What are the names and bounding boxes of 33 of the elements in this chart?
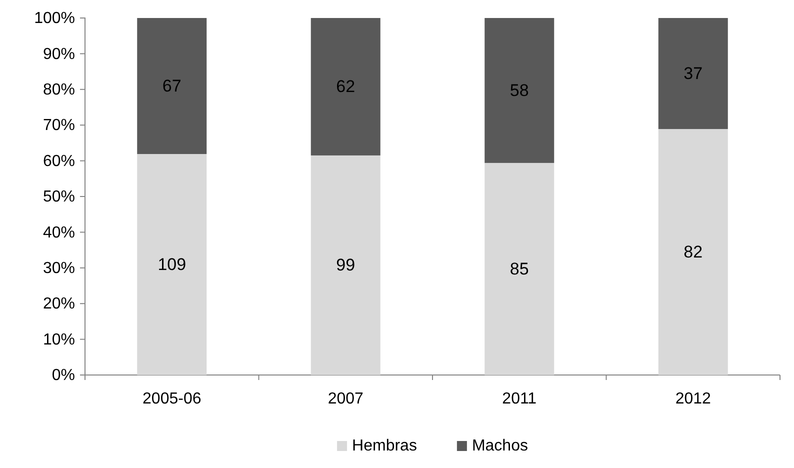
- legend-label: Hembras: [352, 438, 417, 454]
- annotation: 82: [684, 242, 703, 262]
- legend-label: Machos: [472, 438, 528, 454]
- y-tick-label: 20%: [42, 296, 75, 313]
- y-tick-label: 80%: [42, 82, 75, 99]
- annotation: 62: [336, 77, 356, 96]
- bar: [658, 18, 728, 130]
- bar: [137, 18, 207, 154]
- x-tick-label: 2012: [675, 390, 712, 408]
- annotation: 85: [510, 259, 529, 278]
- y-tick-label: 60%: [42, 152, 75, 170]
- y-tick-label: 40%: [42, 224, 75, 242]
- bar: [484, 18, 554, 163]
- y-tick-label: 90%: [42, 46, 75, 63]
- bar: [310, 155, 380, 375]
- x-tick-label: 2005-06: [142, 390, 202, 408]
- y-tick-label: 100%: [34, 10, 75, 28]
- y-tick-label: 0%: [52, 367, 75, 384]
- bar: [137, 154, 207, 375]
- bar: [484, 162, 554, 375]
- x-tick-label: 2011: [502, 390, 537, 408]
- y-tick-label: 10%: [42, 331, 75, 348]
- bar: [310, 18, 380, 156]
- annotation: 109: [158, 255, 186, 274]
- annotation: 58: [510, 80, 529, 100]
- y-tick-label: 70%: [42, 117, 75, 134]
- bar: [658, 129, 728, 375]
- y-tick-label: 50%: [42, 188, 75, 206]
- y-tick-label: 30%: [42, 260, 75, 278]
- annotation: 67: [162, 76, 182, 96]
- annotation: 99: [336, 256, 356, 275]
- annotation: 37: [684, 64, 703, 84]
- x-tick-label: 2007: [328, 390, 364, 408]
